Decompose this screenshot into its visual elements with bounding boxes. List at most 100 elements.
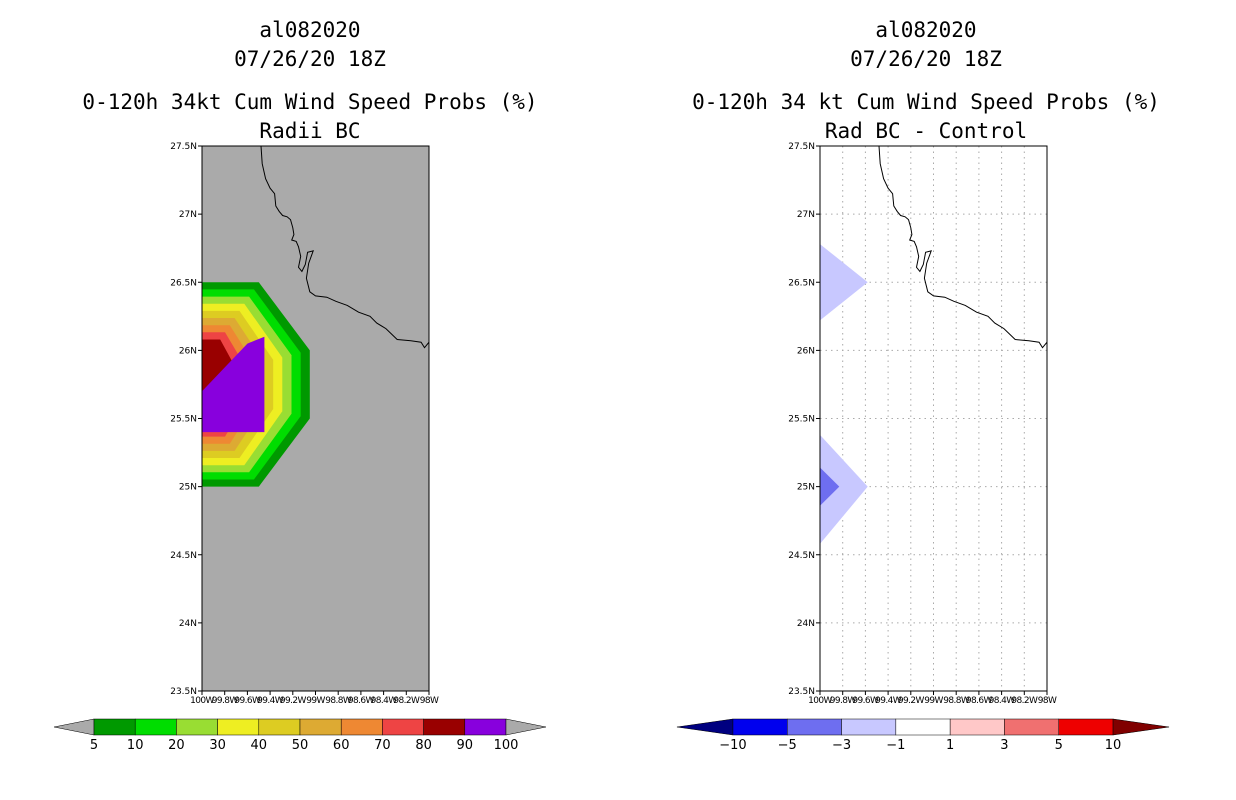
left-colorbar-swatch [176,718,218,736]
left-colorbar-swatch [340,718,383,736]
right-x-tick-label: 98.6W [966,696,993,706]
left-colorbar-label: 70 [374,738,391,753]
left-x-tick-label: 98.6W [348,696,375,706]
right-anomaly-region [820,467,840,506]
left-colorbar-label: 40 [251,738,268,753]
left-colorbar-swatch [423,718,466,736]
right-x-tick-label: 99.6W [852,696,879,706]
left-colorbar-swatch [134,718,177,736]
right-y-tick-label: 27N [797,210,815,220]
right-colorbar-label: 3 [1000,738,1008,753]
left-colorbar-swatch [382,718,424,736]
right-y-tick-label: 25N [797,483,815,493]
right-y-tick-label: 25.5N [788,415,815,425]
right-colorbar-label: 5 [1055,738,1063,753]
left-x-tick-label: 98.4W [371,696,398,706]
left-plot-area: 23.5N 24N 24.5N 25N 25.5N 26N 26.5N 27N 27.5N 100… [53,142,547,753]
right-colorbar-label: −10 [719,738,746,753]
right-colorbar-label: −5 [778,738,797,753]
left-data-layer [202,146,429,487]
left-colorbar-label: 100 [494,738,519,753]
left-colorbar-label: 5 [90,738,98,753]
left-y-tick-label: 27.5N [170,142,197,152]
right-data-layer [820,146,1047,691]
right-colorbar-label: 1 [946,738,954,753]
left-colorbar-over-arrow [505,718,547,736]
left-colorbar-label: 30 [209,738,226,753]
left-x-tick-label: 98W [420,696,439,706]
right-x-tick-label: 98W [1038,696,1057,706]
left-x-tick-label: 98.2W [393,696,420,706]
left-colorbar-label: 60 [333,738,350,753]
right-y-tick-label: 26N [797,346,815,356]
left-colorbar-swatch [299,718,342,736]
right-anomaly-region [820,244,868,321]
right-datetime: 07/26/20 18Z [850,47,1002,71]
left-colorbar-label: 50 [292,738,309,753]
right-x-tick-label: 98.4W [989,696,1016,706]
left-colorbar-label: 20 [168,738,185,753]
right-chart-subtitle: Rad BC - Control [824,119,1028,143]
left-colorbar: 5 10 20 30 40 50 60 70 80 90 100 [53,718,547,753]
left-max-prob-region [202,336,265,433]
left-datetime: 07/26/20 18Z [234,47,386,71]
left-chart-subtitle: Radii BC [259,119,361,143]
left-colorbar-label: 80 [415,738,432,753]
right-colorbar-swatch [895,718,951,736]
left-y-tick-label: 24N [179,619,197,629]
right-colorbar-over-arrow [1112,718,1170,736]
right-plot-background [820,146,1047,691]
right-x-tick-label: 98.8W [943,696,970,706]
right-x-tick-label: 99W [924,696,943,706]
left-colorbar-label: 90 [457,738,474,753]
left-x-tick-label: 99.6W [234,696,261,706]
right-x-tick-label: 99.8W [830,696,857,706]
left-y-tick-label: 25.5N [170,415,197,425]
right-coastline [878,146,1047,349]
right-y-tick-label: 24.5N [788,551,815,561]
right-chart-title: 0-120h 34 kt Cum Wind Speed Probs (%) [692,90,1160,114]
left-y-tick-label: 26N [179,346,197,356]
right-y-tick-label: 23.5N [788,687,815,697]
left-x-tick-label: 99.4W [257,696,284,706]
right-anomaly-region [820,434,868,544]
right-x-tick-label: 98.2W [1011,696,1038,706]
left-colorbar-swatch [258,718,301,736]
right-x-tick-label: 99.4W [875,696,902,706]
left-colorbar-label: 10 [127,738,144,753]
left-colorbar-swatch [464,718,507,736]
left-y-tick-label: 23.5N [170,687,197,697]
right-colorbar-swatch [1058,718,1114,736]
left-chart-title: 0-120h 34kt Cum Wind Speed Probs (%) [82,90,538,114]
right-colorbar-swatch [787,718,842,736]
right-y-tick-label: 26.5N [788,278,815,288]
left-colorbar-swatch [217,718,260,736]
left-colorbar-under-arrow [53,718,95,736]
left-y-tick-label: 24.5N [170,551,197,561]
right-colorbar-label: −1 [886,738,905,753]
right-colorbar-swatch [841,718,897,736]
left-x-tick-label: 100W [190,696,214,706]
right-colorbar-swatch [949,718,1005,736]
left-y-tick-label: 25N [179,483,197,493]
right-x-tick-label: 100W [808,696,832,706]
left-x-tick-label: 99.2W [280,696,307,706]
left-x-tick-label: 99.8W [212,696,239,706]
right-colorbar-label: −3 [832,738,851,753]
right-y-tick-label: 27.5N [788,142,815,152]
left-title-block: al082020 07/26/20 18Z 0-120h 34kt Cum Wi… [20,16,600,146]
right-colorbar-swatch [1004,718,1060,736]
left-x-tick-label: 98.8W [325,696,352,706]
right-colorbar: −10 −5 −3 −1 1 3 5 10 [676,718,1170,753]
right-y-tick-label: 24N [797,619,815,629]
right-plot-area: 23.5N 24N 24.5N 25N 25.5N 26N 26.5N 27N 27.5N 100… [676,142,1170,753]
right-colorbar-under-arrow [676,718,734,736]
left-colorbar-swatch [93,718,136,736]
right-colorbar-label: 10 [1105,738,1122,753]
left-x-tick-label: 99W [306,696,325,706]
left-y-tick-label: 26.5N [170,278,197,288]
left-coastline [260,146,429,349]
right-x-tick-label: 99.2W [898,696,925,706]
right-storm-id: al082020 [875,18,977,42]
